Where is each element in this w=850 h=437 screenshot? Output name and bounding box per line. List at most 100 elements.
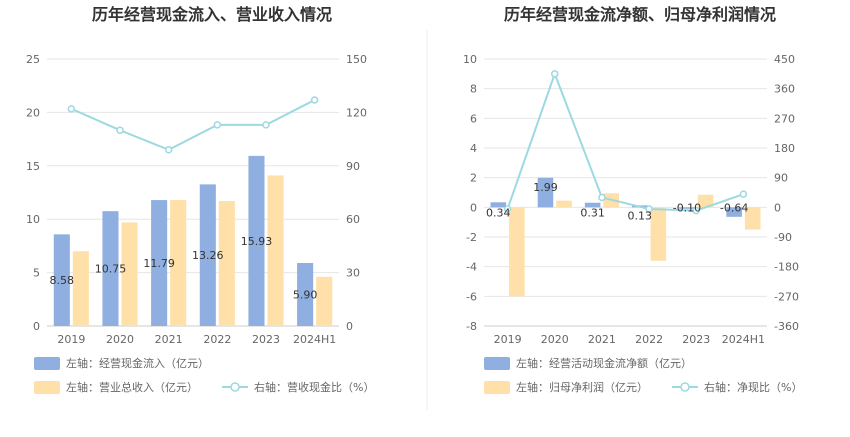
y-right-tick-label: 180: [774, 142, 795, 155]
bar-data-label: 0.13: [628, 209, 653, 222]
bar-secondary: [170, 199, 187, 326]
bar-secondary: [650, 207, 667, 261]
legend-swatch-secondary: [34, 381, 60, 394]
x-tick-label: 2023: [682, 333, 710, 346]
bar-data-label: 0.34: [486, 206, 511, 219]
bar-primary: [584, 202, 601, 208]
y-right-tick-label: -360: [774, 320, 799, 333]
legend-label: 左轴：经营现金流入（亿元）: [66, 356, 209, 370]
x-tick-label: 2023: [252, 333, 280, 346]
y-right-tick-label: 0: [346, 320, 353, 333]
x-tick-label: 2022: [635, 333, 663, 346]
bar-data-label: 11.79: [143, 257, 175, 270]
bar-data-label: -0.10: [673, 201, 701, 214]
y-right-tick-label: -90: [774, 231, 792, 244]
x-tick-label: 2020: [106, 333, 134, 346]
bar-data-label: 8.58: [50, 274, 75, 287]
chart-left: 0 5 10 15 20 25 0 30 60 90 120 150 2019 2020 2021 2022 2…: [26, 53, 374, 394]
y-left-tick-label: 8: [470, 83, 477, 96]
bar-primary: [248, 155, 265, 326]
bar-secondary: [121, 222, 138, 326]
ratio-point: [551, 70, 559, 78]
y-left-tick-label: 15: [26, 160, 40, 173]
y-left-tick-label: 0: [33, 320, 40, 333]
bar-primary: [53, 234, 70, 326]
bar-secondary: [267, 175, 284, 326]
y-left-tick-label: 10: [26, 213, 40, 226]
x-tick-label: 2024H1: [293, 333, 336, 346]
legend-swatch-primary: [484, 357, 510, 370]
bar-data-label: 10.75: [95, 263, 127, 276]
y-left-tick-label: 6: [470, 112, 477, 125]
bar-primary: [679, 207, 695, 209]
ratio-line: [70, 99, 316, 151]
x-tick-label: 2024H1: [722, 333, 765, 346]
x-tick-label: 2021: [155, 333, 183, 346]
legend-label: 左轴：营业总收入（亿元）: [66, 380, 198, 394]
bar-secondary: [697, 194, 714, 208]
y-left-tick-label: 2: [470, 172, 477, 185]
ratio-line: [506, 70, 744, 212]
ratio-point: [739, 190, 748, 198]
legend-label: 左轴：经营活动现金流净额（亿元）: [516, 356, 692, 370]
legend-label: 左轴：归母净利润（亿元）: [516, 380, 648, 394]
ratio-point: [503, 205, 512, 213]
y-right-tick-label: 150: [346, 53, 367, 66]
chart-right: -8 -6 -4 -2 0 2 4 6 8 10 -360 -270 -180 -90 0 90 180 270 3…: [463, 53, 802, 394]
bar-secondary: [744, 207, 761, 230]
ratio-point: [645, 205, 653, 213]
bar-primary: [151, 200, 168, 326]
x-tick-label: 2022: [203, 333, 231, 346]
bar-data-label: 0.31: [580, 207, 605, 220]
y-right-tick-label: -180: [774, 261, 799, 274]
legend-label: 右轴：净现比（%）: [704, 380, 802, 394]
y-right-tick-label: 90: [774, 172, 788, 185]
bar-secondary: [72, 251, 89, 326]
y-left-tick-label: -6: [466, 290, 477, 303]
x-tick-label: 2021: [588, 333, 616, 346]
ratio-point: [692, 206, 700, 215]
y-right-tick-label: 30: [346, 267, 360, 280]
bar-secondary: [556, 200, 572, 208]
bar-primary: [537, 177, 554, 208]
y-left-tick-label: 25: [26, 53, 40, 66]
legend-label: 右轴：营收现金比（%）: [254, 380, 374, 394]
bar-data-label: 5.90: [293, 288, 318, 301]
bar-data-label: -0.64: [720, 201, 748, 214]
bar-data-label: 15.93: [241, 235, 273, 248]
bar-secondary: [218, 201, 235, 326]
ratio-point: [213, 121, 222, 129]
x-tick-label: 2020: [541, 333, 569, 346]
bar-data-label: 1.99: [533, 181, 558, 194]
y-left-tick-label: 0: [470, 201, 477, 214]
y-right-tick-label: 270: [774, 112, 795, 125]
y-left-tick-label: 20: [26, 106, 40, 119]
y-left-tick-label: -8: [466, 320, 477, 333]
ratio-point: [116, 126, 124, 134]
legend-swatch-marker: [230, 382, 240, 392]
y-left-tick-label: 4: [470, 142, 477, 155]
y-right-tick-label: 360: [774, 83, 795, 96]
ratio-point: [598, 193, 606, 202]
bar-primary: [726, 207, 742, 217]
y-right-tick-label: 0: [774, 201, 781, 214]
x-tick-label: 2019: [57, 333, 85, 346]
chart-left-title: 历年经营现金流入、营业收入情况: [92, 5, 332, 24]
legend-swatch-marker: [680, 382, 690, 392]
legend-swatch-secondary: [484, 381, 510, 394]
ratio-point: [310, 96, 319, 104]
ratio-point: [67, 105, 76, 113]
y-left-tick-label: 10: [463, 53, 477, 66]
y-right-tick-label: 450: [774, 53, 795, 66]
y-right-tick-label: 120: [346, 106, 367, 119]
y-left-tick-label: -2: [466, 231, 477, 244]
bar-primary: [102, 211, 119, 326]
chart-right-title: 历年经营现金流净额、归母净利润情况: [504, 5, 776, 24]
ratio-point: [262, 121, 270, 129]
ratio-point: [164, 146, 173, 154]
bar-primary: [199, 184, 216, 326]
bar-secondary: [316, 276, 333, 326]
bar-secondary: [509, 207, 525, 297]
y-left-tick-label: -4: [466, 261, 477, 274]
